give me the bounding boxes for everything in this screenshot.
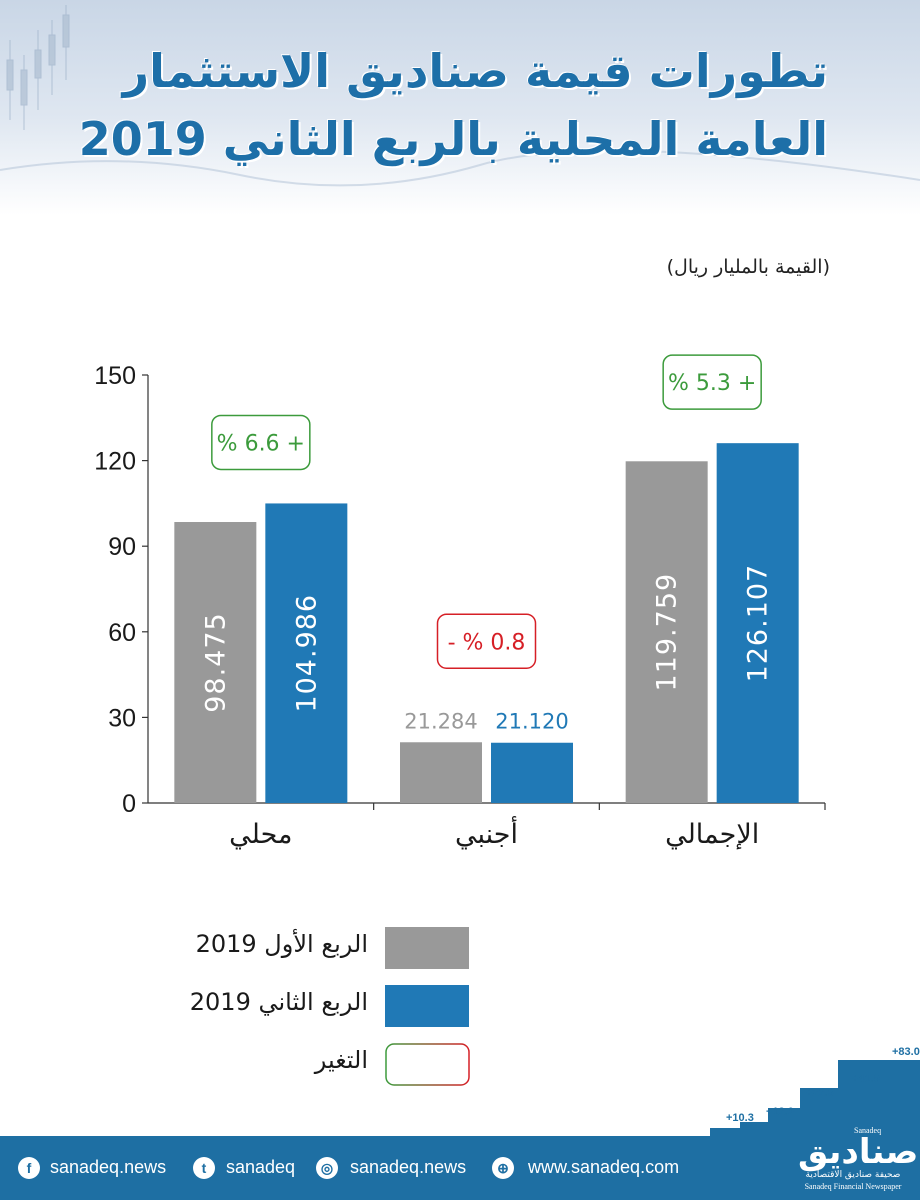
change-badge-text: % 6.6 + <box>217 431 305 456</box>
chart-title-line-2: العامة المحلية بالربع الثاني 2019 <box>78 112 828 166</box>
bar-value-label: 104.986 <box>291 594 322 713</box>
legend-swatch-change <box>385 1043 470 1086</box>
y-tick-label: 30 <box>108 704 136 732</box>
bar-q1 <box>400 742 482 803</box>
y-tick-label: 150 <box>94 362 136 390</box>
x-category-label: محلي <box>229 819 292 850</box>
brand-subtitle-ar: صحيفة صناديق الاقتصادية <box>805 1170 901 1180</box>
facebook-icon[interactable]: f <box>18 1157 40 1179</box>
x-category-label: أجنبي <box>455 815 518 850</box>
bar-value-label: 119.759 <box>652 573 683 692</box>
legend-label-q1: الربع الأول 2019 <box>195 930 368 958</box>
background-decoration <box>0 5 920 187</box>
bar-chart: 0 30 60 90 120 150 98.475 104.986 % 6.6 + محلي 21.… <box>94 354 826 850</box>
facebook-handle[interactable]: sanadeq.news <box>50 1157 167 1177</box>
bar-q1 <box>625 461 708 803</box>
unit-note: (القيمة بالمليار ريال) <box>666 256 830 278</box>
bar-q2 <box>265 503 348 803</box>
step-label-2: +12.0 <box>766 1106 794 1118</box>
step-label-1: +10.3 <box>726 1112 754 1124</box>
bar-value-label: 126.107 <box>743 564 774 683</box>
instagram-handle[interactable]: sanadeq.news <box>350 1157 467 1177</box>
growth-steps-graphic <box>710 1060 920 1136</box>
brand-logo-text: صناديق <box>798 1132 919 1172</box>
brand-subtitle-en: Sanadeq Financial Newspaper <box>804 1182 902 1191</box>
y-tick-label: 120 <box>94 448 136 476</box>
x-category-label: الإجمالي <box>665 819 759 850</box>
twitter-icon[interactable]: t <box>193 1157 215 1179</box>
bar-q2 <box>716 443 799 803</box>
twitter-handle[interactable]: sanadeq <box>226 1157 296 1177</box>
legend-label-q2: الربع الثاني 2019 <box>189 988 368 1016</box>
y-tick-label: 90 <box>108 533 136 561</box>
bar-value-label: 21.284 <box>404 709 477 733</box>
change-badge <box>436 613 537 670</box>
bar-value-label: 21.120 <box>495 710 568 734</box>
brand-latin-name: Sanadeq <box>854 1126 882 1135</box>
change-badge-text: % 5.3 + <box>668 371 756 396</box>
step-label-4: +41.9 <box>852 1073 880 1085</box>
bar-q2 <box>491 742 573 803</box>
legend-swatch-q2 <box>385 985 469 1027</box>
header-banner: تطورات قيمة صناديق الاستثمار العامة المح… <box>0 0 920 215</box>
legend-swatch-q1 <box>385 927 469 969</box>
step-label-3: +22.6 <box>806 1087 834 1099</box>
instagram-icon[interactable]: ◎ <box>316 1157 338 1179</box>
bar-q1 <box>174 522 257 803</box>
bar-value-label: 98.475 <box>200 612 231 712</box>
legend-label-change: التغير <box>314 1046 368 1074</box>
y-tick-label: 0 <box>122 790 136 818</box>
change-badge <box>662 354 762 410</box>
chart-title-line-1: تطورات قيمة صناديق الاستثمار <box>122 44 828 98</box>
website-link[interactable]: www.sanadeq.com <box>528 1157 680 1177</box>
y-tick-label: 60 <box>108 619 136 647</box>
change-badge-text: - % 0.8 <box>448 630 526 655</box>
footer-bar <box>0 1136 920 1200</box>
step-label-5: +83.0 <box>892 1046 920 1058</box>
change-badge <box>211 414 311 471</box>
globe-icon[interactable]: ⊕ <box>492 1157 514 1179</box>
